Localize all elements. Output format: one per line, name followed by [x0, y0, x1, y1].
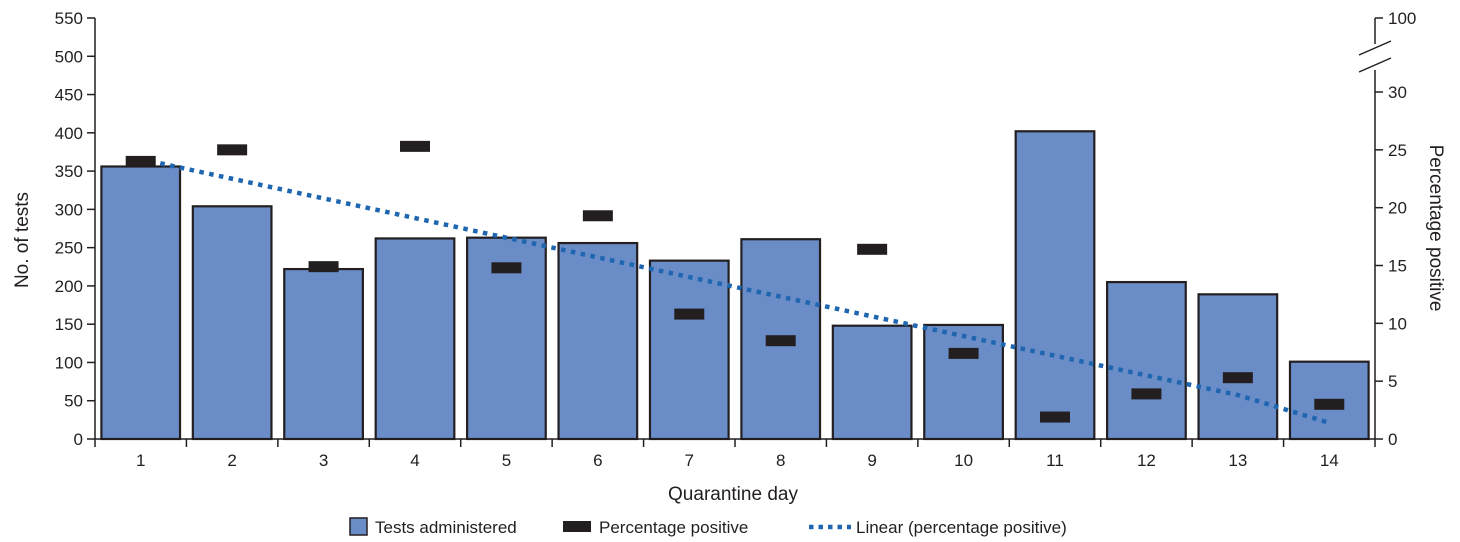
- marker-day-2: [217, 144, 248, 156]
- y2-tick-label: 20: [1388, 199, 1407, 218]
- y2-tick-label: 15: [1388, 257, 1407, 276]
- x-tick-label: 5: [502, 451, 511, 470]
- y2-tick-label: 0: [1388, 430, 1397, 449]
- bar-day-2: [191, 205, 273, 441]
- marker-day-5: [491, 262, 522, 274]
- bar-day-9: [831, 324, 913, 441]
- x-tick-label: 14: [1320, 451, 1339, 470]
- marker-day-10: [948, 347, 979, 359]
- marker-day-6: [582, 210, 613, 222]
- bar-day-3: [283, 267, 364, 441]
- y-tick-label: 350: [55, 162, 83, 181]
- y-tick-label: 0: [74, 430, 83, 449]
- x-tick-label: 8: [776, 451, 785, 470]
- y-tick-label: 500: [55, 47, 83, 66]
- marker-day-7: [674, 308, 705, 320]
- marker-day-9: [857, 243, 888, 255]
- bar-day-1: [100, 165, 182, 441]
- x-tick-label: 12: [1137, 451, 1156, 470]
- bar-day-11: [1014, 130, 1096, 441]
- y-tick-label: 450: [55, 86, 83, 105]
- y-tick-label: 400: [55, 124, 83, 143]
- y2-tick-label: 30: [1388, 83, 1407, 102]
- y-tick-label: 100: [55, 353, 83, 372]
- y-axis-title: No. of tests: [12, 192, 33, 288]
- legend: Tests administered Percentage positive L…: [349, 517, 1067, 537]
- legend-label-linear: Linear (percentage positive): [856, 518, 1067, 537]
- x-tick-label: 2: [227, 451, 236, 470]
- marker-day-1: [125, 155, 156, 167]
- axis-break-mark: [1358, 57, 1392, 73]
- marker-day-14: [1314, 398, 1345, 410]
- x-tick-label: 9: [867, 451, 876, 470]
- bars-layer: [100, 130, 1370, 441]
- bar-day-13: [1197, 293, 1279, 441]
- bar-day-7: [648, 259, 730, 441]
- x-tick-label: 1: [136, 451, 145, 470]
- legend-label-percentage: Percentage positive: [599, 518, 748, 537]
- y-tick-label: 250: [55, 239, 83, 258]
- marker-day-12: [1131, 388, 1162, 400]
- markers-layer: [125, 140, 1345, 423]
- marker-day-8: [765, 335, 796, 347]
- x-tick-label: 10: [954, 451, 973, 470]
- x-axis-title: Quarantine day: [668, 484, 798, 505]
- ticks-layer: 0501001502002503003504004505005500510152…: [55, 9, 1417, 470]
- y-tick-label: 50: [64, 392, 83, 411]
- y-tick-label: 200: [55, 277, 83, 296]
- bar-day-10: [923, 323, 1004, 441]
- y-tick-label: 150: [55, 315, 83, 334]
- trend-layer: [140, 156, 1330, 425]
- y-tick-label: 300: [55, 200, 83, 219]
- bar-day-6: [557, 241, 639, 441]
- x-tick-label: 6: [593, 451, 602, 470]
- marker-day-11: [1040, 411, 1070, 423]
- x-tick-label: 7: [685, 451, 694, 470]
- trendline: [140, 156, 1330, 425]
- x-tick-label: 3: [319, 451, 328, 470]
- bar-day-4: [374, 237, 456, 441]
- y2-tick-label: 25: [1388, 141, 1407, 160]
- x-tick-label: 13: [1228, 451, 1247, 470]
- y2-tick-label: 100: [1388, 9, 1416, 28]
- legend-label-tests: Tests administered: [375, 518, 517, 537]
- marker-day-3: [308, 261, 339, 273]
- y2-tick-label: 5: [1388, 372, 1397, 391]
- legend-swatch-percentage: [563, 521, 591, 532]
- y2-axis-title: Percentage positive: [1425, 145, 1446, 312]
- y2-tick-label: 10: [1388, 314, 1407, 333]
- marker-day-4: [400, 140, 430, 152]
- y-tick-label: 550: [55, 9, 83, 28]
- bar-day-12: [1106, 280, 1187, 441]
- x-tick-label: 4: [410, 451, 419, 470]
- marker-day-13: [1222, 372, 1253, 384]
- legend-swatch-tests: [349, 517, 368, 536]
- x-tick-label: 11: [1046, 451, 1064, 470]
- axis-break-mark: [1358, 40, 1392, 56]
